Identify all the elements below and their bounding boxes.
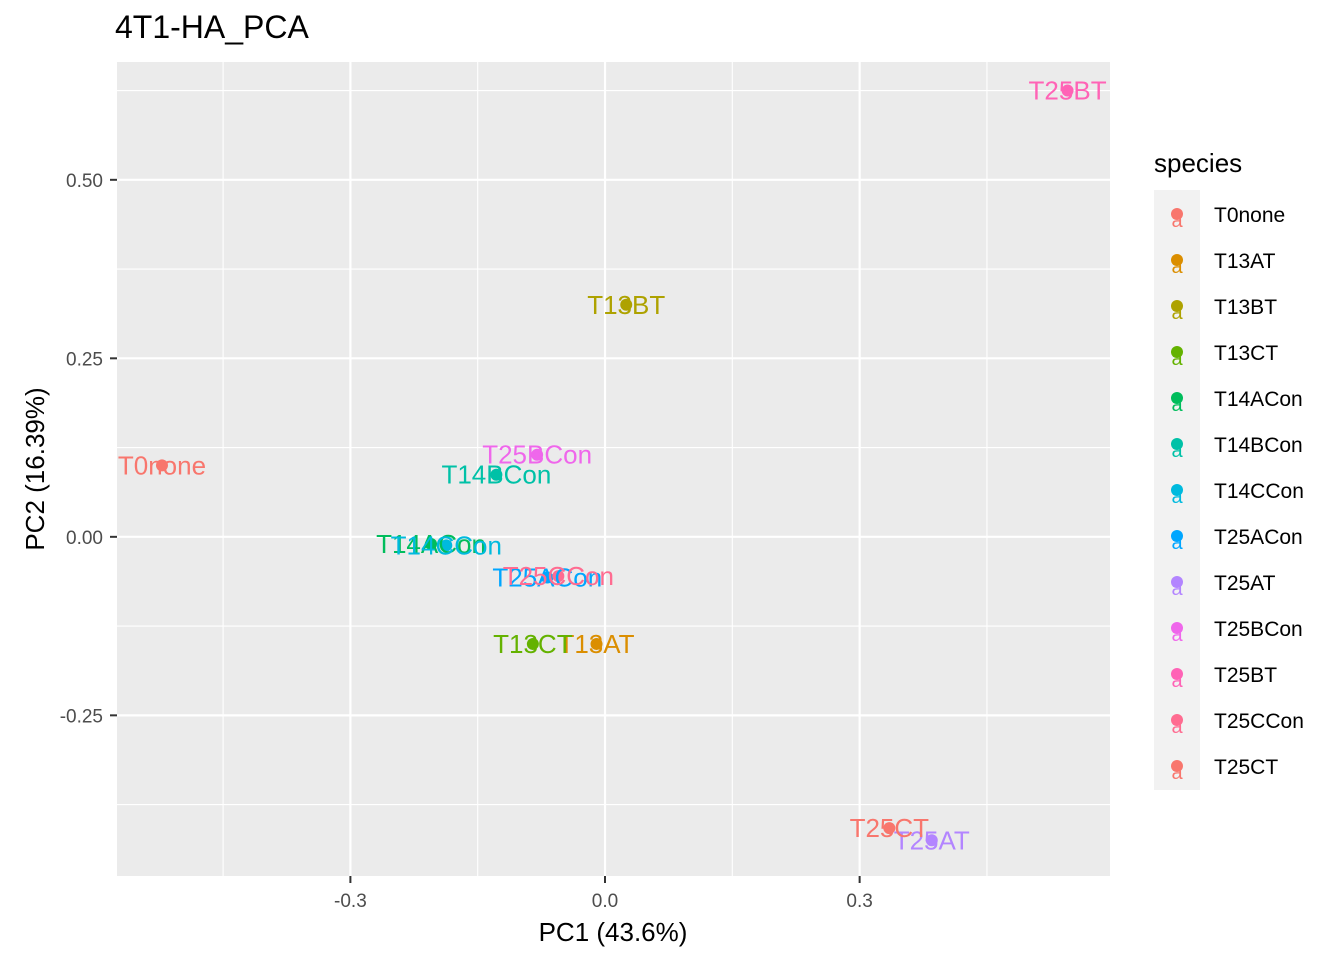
plot-panel — [117, 62, 1110, 876]
legend-key-text-glyph: a — [1171, 394, 1183, 416]
x-tick-label: -0.3 — [334, 891, 367, 912]
legend-item-t14acon: a T14ACon — [1171, 388, 1303, 416]
legend-key-text-glyph: a — [1171, 210, 1183, 232]
y-tick-label: 0.00 — [66, 528, 103, 549]
data-point-t25bt — [1061, 84, 1074, 97]
legend-key-text-glyph: a — [1171, 348, 1183, 370]
legend-label: T25BCon — [1214, 618, 1303, 641]
legend-label: T13BT — [1214, 296, 1277, 319]
legend-label: T0none — [1214, 204, 1285, 227]
legend-item-t25at: a T25AT — [1171, 572, 1276, 600]
legend-item-t0none: a T0none — [1171, 204, 1285, 232]
data-label-t25acon: T25ACon — [492, 563, 602, 593]
legend-key-text-glyph: a — [1171, 716, 1183, 738]
data-label-t25ct: T25CT — [850, 813, 930, 843]
data-label-t14acon: T14ACon — [376, 529, 486, 559]
data-point-t25ccon — [552, 570, 565, 583]
data-point-t25ct — [883, 822, 896, 835]
legend-item-t13bt: a T13BT — [1171, 296, 1277, 324]
legend-item-t25ccon: a T25CCon — [1171, 710, 1304, 738]
legend-label: T14ACon — [1214, 388, 1303, 411]
data-point-t13at — [590, 637, 603, 650]
legend-label: T25CT — [1214, 756, 1278, 779]
y-tick-label: -0.25 — [60, 706, 103, 727]
legend-label: T25CCon — [1214, 710, 1304, 733]
data-point-t25at — [925, 834, 938, 847]
legend-item-t13ct: a T13CT — [1171, 342, 1278, 370]
legend-key-text-glyph: a — [1171, 486, 1183, 508]
legend: a T0none a T13AT a T13BT a T13CT a T14ACon a T14BCo… — [1171, 204, 1304, 784]
major-gridlines — [117, 62, 1110, 876]
data-label-t13ct: T13CT — [493, 629, 573, 659]
legend-key-text-glyph: a — [1171, 762, 1183, 784]
y-tick-label: 0.50 — [66, 171, 103, 192]
legend-item-t25bt: a T25BT — [1171, 664, 1277, 692]
data-point-t13ct — [526, 637, 539, 650]
data-point-t14acon — [425, 537, 438, 550]
data-point-labels: T0none T13AT T13BT T13CT T14ACon T14BCon T14CC… — [118, 76, 1107, 856]
data-label-t14bcon: T14BCon — [441, 460, 551, 490]
x-tick-label: 0.3 — [846, 891, 872, 912]
legend-label: T14BCon — [1214, 434, 1303, 457]
minor-gridlines — [117, 62, 1110, 876]
axis-ticks: -0.3 0.0 0.3 -0.25 0.00 0.25 0.50 — [60, 171, 873, 912]
legend-title: species — [1154, 148, 1242, 178]
legend-item-t25bcon: a T25BCon — [1171, 618, 1303, 646]
chart-title: 4T1-HA_PCA — [115, 9, 310, 45]
legend-item-t14bcon: a T14BCon — [1171, 434, 1303, 462]
data-point-t13bt — [620, 298, 633, 311]
legend-label: T25AT — [1214, 572, 1276, 595]
y-tick-label: 0.25 — [66, 349, 103, 370]
legend-item-t13at: a T13AT — [1171, 250, 1276, 278]
legend-item-t25ct: a T25CT — [1171, 756, 1278, 784]
legend-key-text-glyph: a — [1171, 440, 1183, 462]
legend-key-point — [1171, 438, 1183, 450]
data-point-t25bcon — [531, 448, 544, 461]
legend-key-point — [1171, 208, 1183, 220]
legend-label: T13AT — [1214, 250, 1276, 273]
legend-key-text-glyph: a — [1171, 670, 1183, 692]
legend-key-point — [1171, 668, 1183, 680]
legend-key-point — [1171, 530, 1183, 542]
data-point-t25acon — [541, 571, 554, 584]
data-point-t14bcon — [490, 468, 503, 481]
legend-key-text-glyph: a — [1171, 532, 1183, 554]
legend-key-point — [1171, 714, 1183, 726]
legend-key-text-glyph: a — [1171, 578, 1183, 600]
data-label-t25at: T25AT — [894, 825, 970, 855]
legend-label: T14CCon — [1214, 480, 1304, 503]
data-label-t14ccon: T14CCon — [391, 530, 502, 560]
legend-key-point — [1171, 576, 1183, 588]
legend-key-point — [1171, 346, 1183, 358]
data-point-t0none — [155, 459, 168, 472]
x-axis-title: PC1 (43.6%) — [539, 917, 688, 947]
legend-key-text-glyph: a — [1171, 624, 1183, 646]
legend-key-point — [1171, 622, 1183, 634]
x-tick-label: 0.0 — [592, 891, 618, 912]
legend-key-point — [1171, 760, 1183, 772]
legend-item-t25acon: a T25ACon — [1171, 526, 1303, 554]
legend-key-text-glyph: a — [1171, 256, 1183, 278]
legend-label: T13CT — [1214, 342, 1278, 365]
y-axis-title: PC2 (16.39%) — [20, 387, 50, 550]
data-label-t25bt: T25BT — [1029, 76, 1107, 106]
legend-key-point — [1171, 300, 1183, 312]
legend-label: T25ACon — [1214, 526, 1303, 549]
data-label-t25bcon: T25BCon — [482, 440, 592, 470]
data-points — [155, 84, 1074, 847]
data-label-t13at: T13AT — [558, 629, 634, 659]
legend-key-point — [1171, 392, 1183, 404]
data-label-t25ccon: T25CCon — [503, 561, 614, 591]
legend-key-point — [1171, 484, 1183, 496]
data-point-t14ccon — [440, 539, 453, 552]
data-label-t13bt: T13BT — [587, 290, 665, 320]
data-label-t0none: T0none — [118, 450, 206, 480]
legend-key-point — [1171, 254, 1183, 266]
legend-item-t14ccon: a T14CCon — [1171, 480, 1304, 508]
legend-label: T25BT — [1214, 664, 1277, 687]
legend-key-text-glyph: a — [1171, 302, 1183, 324]
